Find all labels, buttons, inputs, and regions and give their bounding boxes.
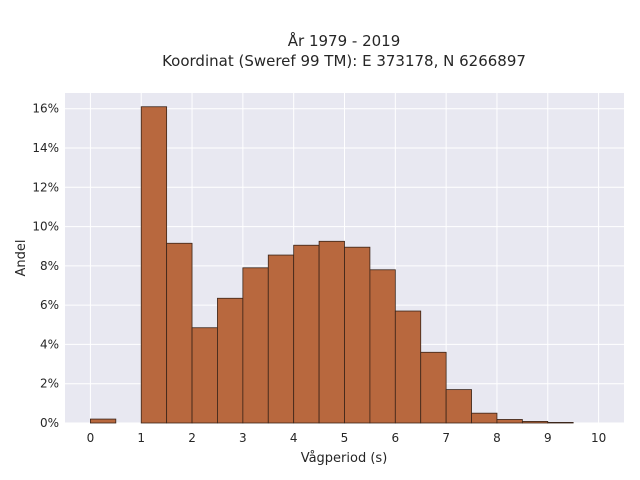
histogram-bar [547, 422, 574, 424]
histogram-bar [471, 412, 498, 424]
x-tick-label: 0 [87, 431, 95, 445]
x-tick-label: 3 [239, 431, 247, 445]
histogram-bar [496, 419, 523, 424]
x-tick-label: 4 [290, 431, 298, 445]
histogram-bar [140, 106, 168, 424]
x-tick-label: 1 [137, 431, 145, 445]
y-tick-label: 2% [40, 377, 59, 391]
x-tick-label: 7 [442, 431, 450, 445]
y-tick-label: 8% [40, 259, 59, 273]
y-tick-label: 14% [32, 141, 59, 155]
histogram-bar [242, 267, 269, 424]
histogram-bar [90, 418, 117, 424]
histogram-bar [394, 310, 422, 424]
histogram-bar [369, 269, 396, 424]
y-tick-label: 0% [40, 416, 59, 430]
x-tick-label: 5 [341, 431, 349, 445]
x-axis-label: Vågperiod (s) [301, 451, 388, 466]
y-axis-label: Andel [14, 240, 29, 277]
histogram-bar [344, 246, 371, 424]
histogram-bar [293, 244, 320, 424]
histogram-bar [166, 242, 193, 424]
y-tick-label: 6% [40, 298, 59, 312]
tick-labels: 0 1 2 3 4 5 6 7 8 9 10 0% 2% 4% 6% 8% 10% 12% 14% 16% [32, 102, 606, 445]
histogram-bar [445, 389, 472, 424]
y-tick-label: 4% [40, 337, 59, 351]
y-tick-label: 12% [32, 180, 59, 194]
x-tick-label: 6 [391, 431, 399, 445]
histogram-bar [217, 297, 244, 424]
histogram-bar [521, 421, 549, 424]
histogram-bar [191, 327, 218, 424]
y-tick-label: 16% [32, 102, 59, 116]
x-tick-label: 2 [188, 431, 196, 445]
y-tick-label: 10% [32, 220, 59, 234]
bars [90, 106, 574, 424]
chart-title-line-1: År 1979 - 2019 [288, 31, 401, 50]
x-tick-label: 10 [591, 431, 606, 445]
histogram-bar [267, 254, 295, 424]
x-tick-label: 9 [544, 431, 552, 445]
chart-title-line-2: Koordinat (Sweref 99 TM): E 373178, N 62… [162, 52, 526, 70]
histogram-bar [318, 240, 345, 424]
histogram-bar [420, 351, 447, 424]
x-tick-label: 8 [493, 431, 501, 445]
